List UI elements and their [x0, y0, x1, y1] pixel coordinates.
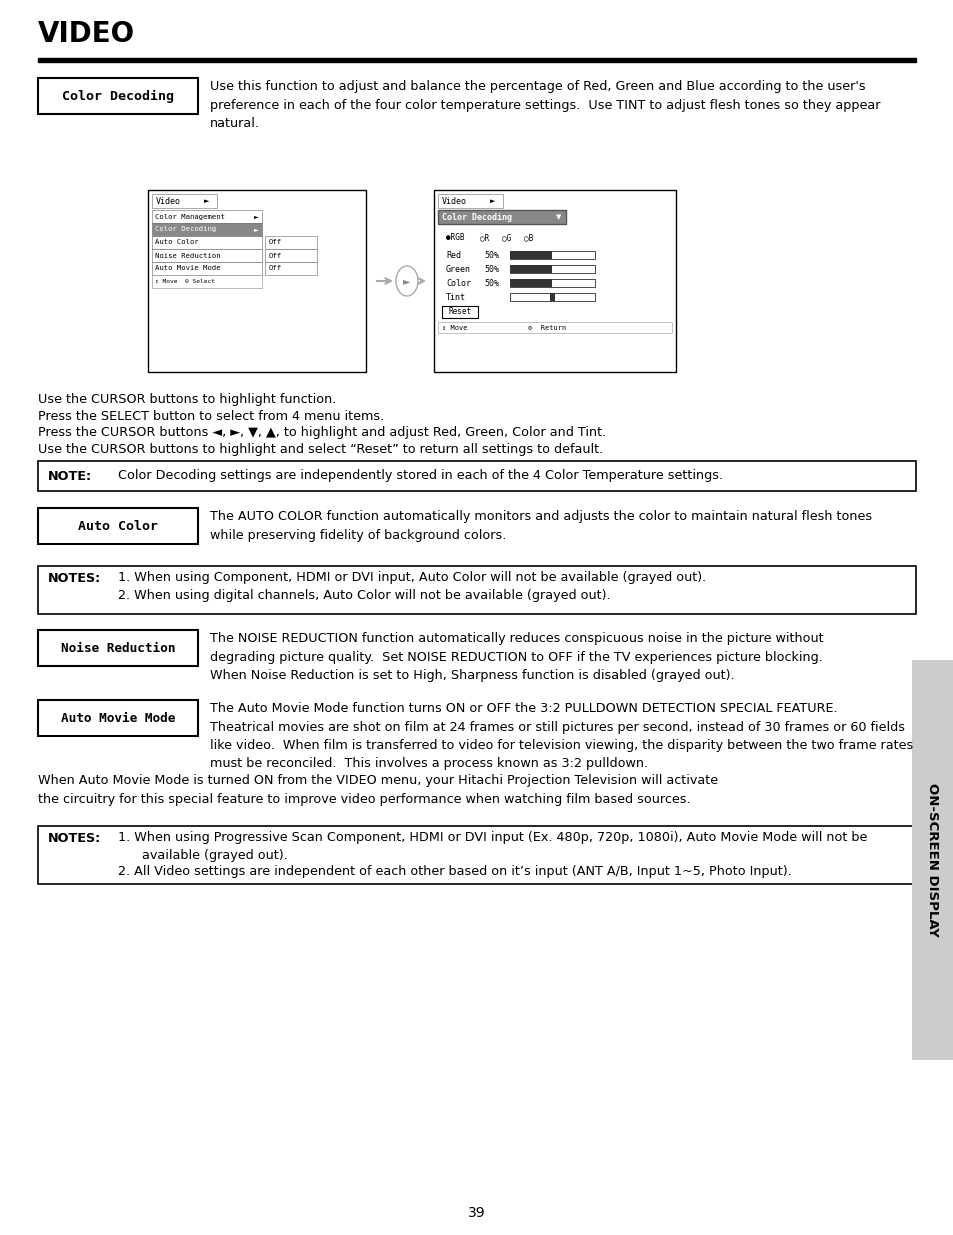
Bar	[510, 266, 552, 273]
Text: The AUTO COLOR function automatically monitors and adjusts the color to maintain: The AUTO COLOR function automatically mo…	[210, 510, 871, 541]
Bar	[911, 659, 953, 1060]
Text: Off: Off	[269, 266, 282, 272]
Text: Color Decoding settings are independently stored in each of the 4 Color Temperat: Color Decoding settings are independentl…	[118, 469, 722, 483]
Text: ►: ►	[490, 198, 495, 204]
Text: Auto Color: Auto Color	[78, 520, 158, 532]
Text: The NOISE REDUCTION function automatically reduces conspicuous noise in the pict: The NOISE REDUCTION function automatical…	[210, 632, 822, 682]
Text: Green: Green	[446, 264, 471, 273]
Bar	[152, 275, 262, 288]
Text: Color Decoding: Color Decoding	[441, 212, 512, 221]
Text: 1. When using Component, HDMI or DVI input, Auto Color will not be available (gr: 1. When using Component, HDMI or DVI inp…	[118, 572, 705, 584]
Text: ▼: ▼	[556, 214, 560, 220]
Text: ON-SCREEN DISPLAY: ON-SCREEN DISPLAY	[925, 783, 939, 937]
Bar	[437, 210, 565, 224]
Text: Use this function to adjust and balance the percentage of Red, Green and Blue ac: Use this function to adjust and balance …	[210, 80, 880, 130]
Text: The Auto Movie Mode function turns ON or OFF the 3:2 PULLDOWN DETECTION SPECIAL : The Auto Movie Mode function turns ON or…	[210, 701, 912, 771]
Text: Video: Video	[156, 196, 181, 205]
Text: Press the SELECT button to select from 4 menu items.: Press the SELECT button to select from 4…	[38, 410, 384, 422]
Bar	[437, 194, 502, 207]
Text: Color Decoding: Color Decoding	[154, 226, 216, 232]
Bar	[437, 322, 671, 333]
Text: Reset: Reset	[448, 308, 471, 316]
Text: ►: ►	[253, 214, 258, 219]
Text: Auto Movie Mode: Auto Movie Mode	[61, 711, 175, 725]
Text: ○B: ○B	[523, 233, 533, 242]
Text: Tint: Tint	[446, 293, 465, 301]
Text: Auto Movie Mode: Auto Movie Mode	[154, 266, 220, 272]
Text: 1. When using Progressive Scan Component, HDMI or DVI input (Ex. 480p, 720p, 108: 1. When using Progressive Scan Component…	[118, 831, 866, 845]
Text: Off: Off	[269, 252, 282, 258]
Text: Noise Reduction: Noise Reduction	[61, 641, 175, 655]
Text: ●RGB: ●RGB	[446, 233, 464, 242]
Bar	[434, 190, 676, 372]
Text: ↕ Move  ⊙ Select: ↕ Move ⊙ Select	[154, 279, 214, 284]
Text: NOTES:: NOTES:	[48, 831, 101, 845]
Text: ↕ Move: ↕ Move	[441, 325, 467, 331]
Bar	[550, 293, 555, 301]
Text: 2. When using digital channels, Auto Color will not be available (grayed out).: 2. When using digital channels, Auto Col…	[118, 589, 610, 603]
Ellipse shape	[395, 266, 417, 296]
Text: Use the CURSOR buttons to highlight and select “Reset” to return all settings to: Use the CURSOR buttons to highlight and …	[38, 442, 602, 456]
Bar	[152, 194, 216, 207]
Text: Auto Color: Auto Color	[154, 240, 198, 246]
Bar	[510, 251, 552, 259]
Bar	[152, 224, 262, 236]
Text: Red: Red	[446, 251, 460, 259]
Bar	[38, 58, 915, 62]
Text: 2. All Video settings are independent of each other based on it’s input (ANT A/B: 2. All Video settings are independent of…	[118, 866, 791, 878]
Text: Use the CURSOR buttons to highlight function.: Use the CURSOR buttons to highlight func…	[38, 393, 336, 406]
Bar	[265, 236, 316, 249]
Bar	[38, 78, 198, 114]
Text: ►: ►	[253, 227, 258, 232]
Bar	[38, 461, 915, 492]
Text: Color: Color	[446, 279, 471, 288]
Bar	[38, 630, 198, 666]
Bar	[152, 236, 262, 249]
Bar	[265, 249, 316, 262]
Bar	[38, 700, 198, 736]
Bar	[38, 566, 915, 614]
Text: Video: Video	[441, 196, 467, 205]
Text: 50%: 50%	[483, 251, 498, 259]
Text: ►: ►	[403, 275, 411, 287]
Text: available (grayed out).: available (grayed out).	[118, 850, 288, 862]
Text: 50%: 50%	[483, 279, 498, 288]
Text: ○R: ○R	[479, 233, 489, 242]
Bar	[38, 826, 915, 884]
Bar	[38, 508, 198, 543]
Text: ►: ►	[204, 198, 209, 204]
Bar	[152, 210, 262, 224]
Bar	[148, 190, 366, 372]
Text: NOTES:: NOTES:	[48, 572, 101, 584]
Text: When Auto Movie Mode is turned ON from the VIDEO menu, your Hitachi Projection T: When Auto Movie Mode is turned ON from t…	[38, 774, 718, 805]
Bar	[152, 262, 262, 275]
Text: Color Management: Color Management	[154, 214, 225, 220]
Text: VIDEO: VIDEO	[38, 20, 135, 48]
Text: ○G: ○G	[501, 233, 511, 242]
Text: Off: Off	[269, 240, 282, 246]
Bar	[510, 279, 595, 287]
Text: Press the CURSOR buttons ◄, ►, ▼, ▲, to highlight and adjust Red, Green, Color a: Press the CURSOR buttons ◄, ►, ▼, ▲, to …	[38, 426, 605, 438]
Bar	[510, 251, 595, 259]
Text: Noise Reduction: Noise Reduction	[154, 252, 220, 258]
Bar	[510, 293, 595, 301]
Bar	[152, 249, 262, 262]
Text: ⊙  Return: ⊙ Return	[527, 325, 566, 331]
Bar	[441, 306, 477, 317]
Bar	[510, 266, 595, 273]
Text: 39: 39	[468, 1207, 485, 1220]
Text: Color Decoding: Color Decoding	[62, 89, 173, 103]
Text: 50%: 50%	[483, 264, 498, 273]
Text: NOTE:: NOTE:	[48, 469, 92, 483]
Bar	[510, 279, 552, 287]
Bar	[265, 262, 316, 275]
